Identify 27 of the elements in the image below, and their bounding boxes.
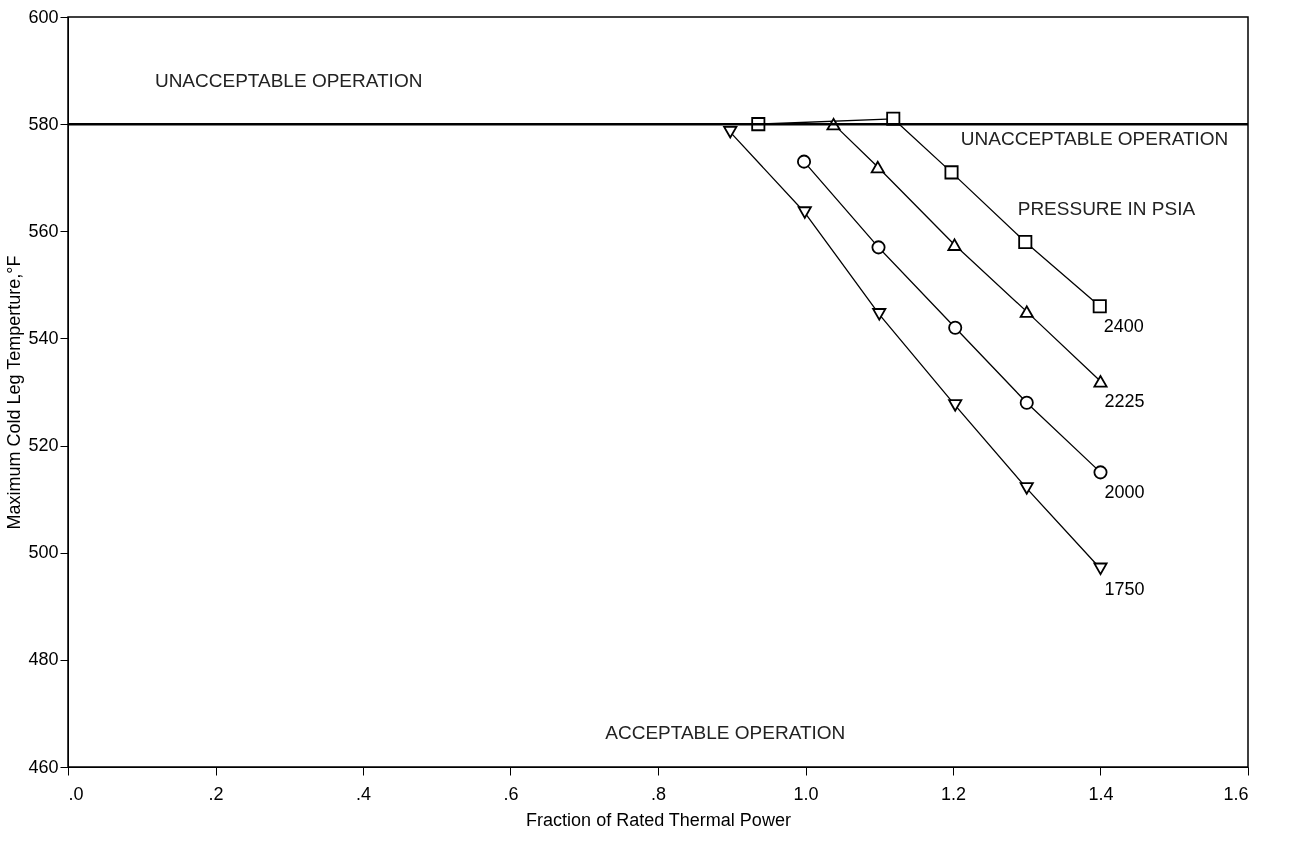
annotation: UNACCEPTABLE OPERATION: [960, 128, 1229, 150]
x-tick-label: 1.6: [1223, 783, 1249, 804]
y-tick-label: 500: [28, 542, 59, 563]
annotation: ACCEPTABLE OPERATION: [605, 721, 846, 743]
x-tick-label: .0: [68, 783, 84, 804]
y-tick-label: 580: [28, 113, 59, 134]
x-tick-label: .2: [208, 783, 224, 804]
x-tick-label: .6: [503, 783, 519, 804]
series-label: 2225: [1104, 391, 1145, 412]
y-tick-label: 600: [28, 6, 59, 27]
y-axis-title: Maximum Cold Leg Temperture,°F: [4, 255, 25, 530]
y-tick-label: 520: [28, 435, 59, 456]
x-axis-title: Fraction of Rated Thermal Power: [526, 809, 791, 830]
y-tick-label: 540: [28, 327, 59, 348]
series-label: 1750: [1104, 578, 1145, 599]
annotation: PRESSURE IN PSIA: [1017, 198, 1196, 219]
series-label: 2400: [1103, 316, 1144, 337]
x-tick-label: 1.4: [1088, 783, 1114, 804]
x-tick-label: 1.2: [940, 783, 967, 804]
series-label: 2000: [1104, 482, 1145, 503]
y-tick-label: 480: [28, 649, 59, 670]
y-tick-label: 460: [28, 756, 59, 777]
x-tick-label: .4: [355, 783, 372, 804]
y-tick-label: 560: [28, 220, 59, 241]
x-tick-label: 1.0: [793, 783, 819, 804]
annotation: UNACCEPTABLE OPERATION: [154, 69, 423, 91]
x-tick-label: .8: [650, 783, 667, 804]
